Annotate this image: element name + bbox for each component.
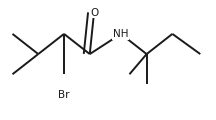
Text: O: O <box>90 8 98 18</box>
Text: NH: NH <box>113 29 129 39</box>
Text: Br: Br <box>58 90 70 100</box>
